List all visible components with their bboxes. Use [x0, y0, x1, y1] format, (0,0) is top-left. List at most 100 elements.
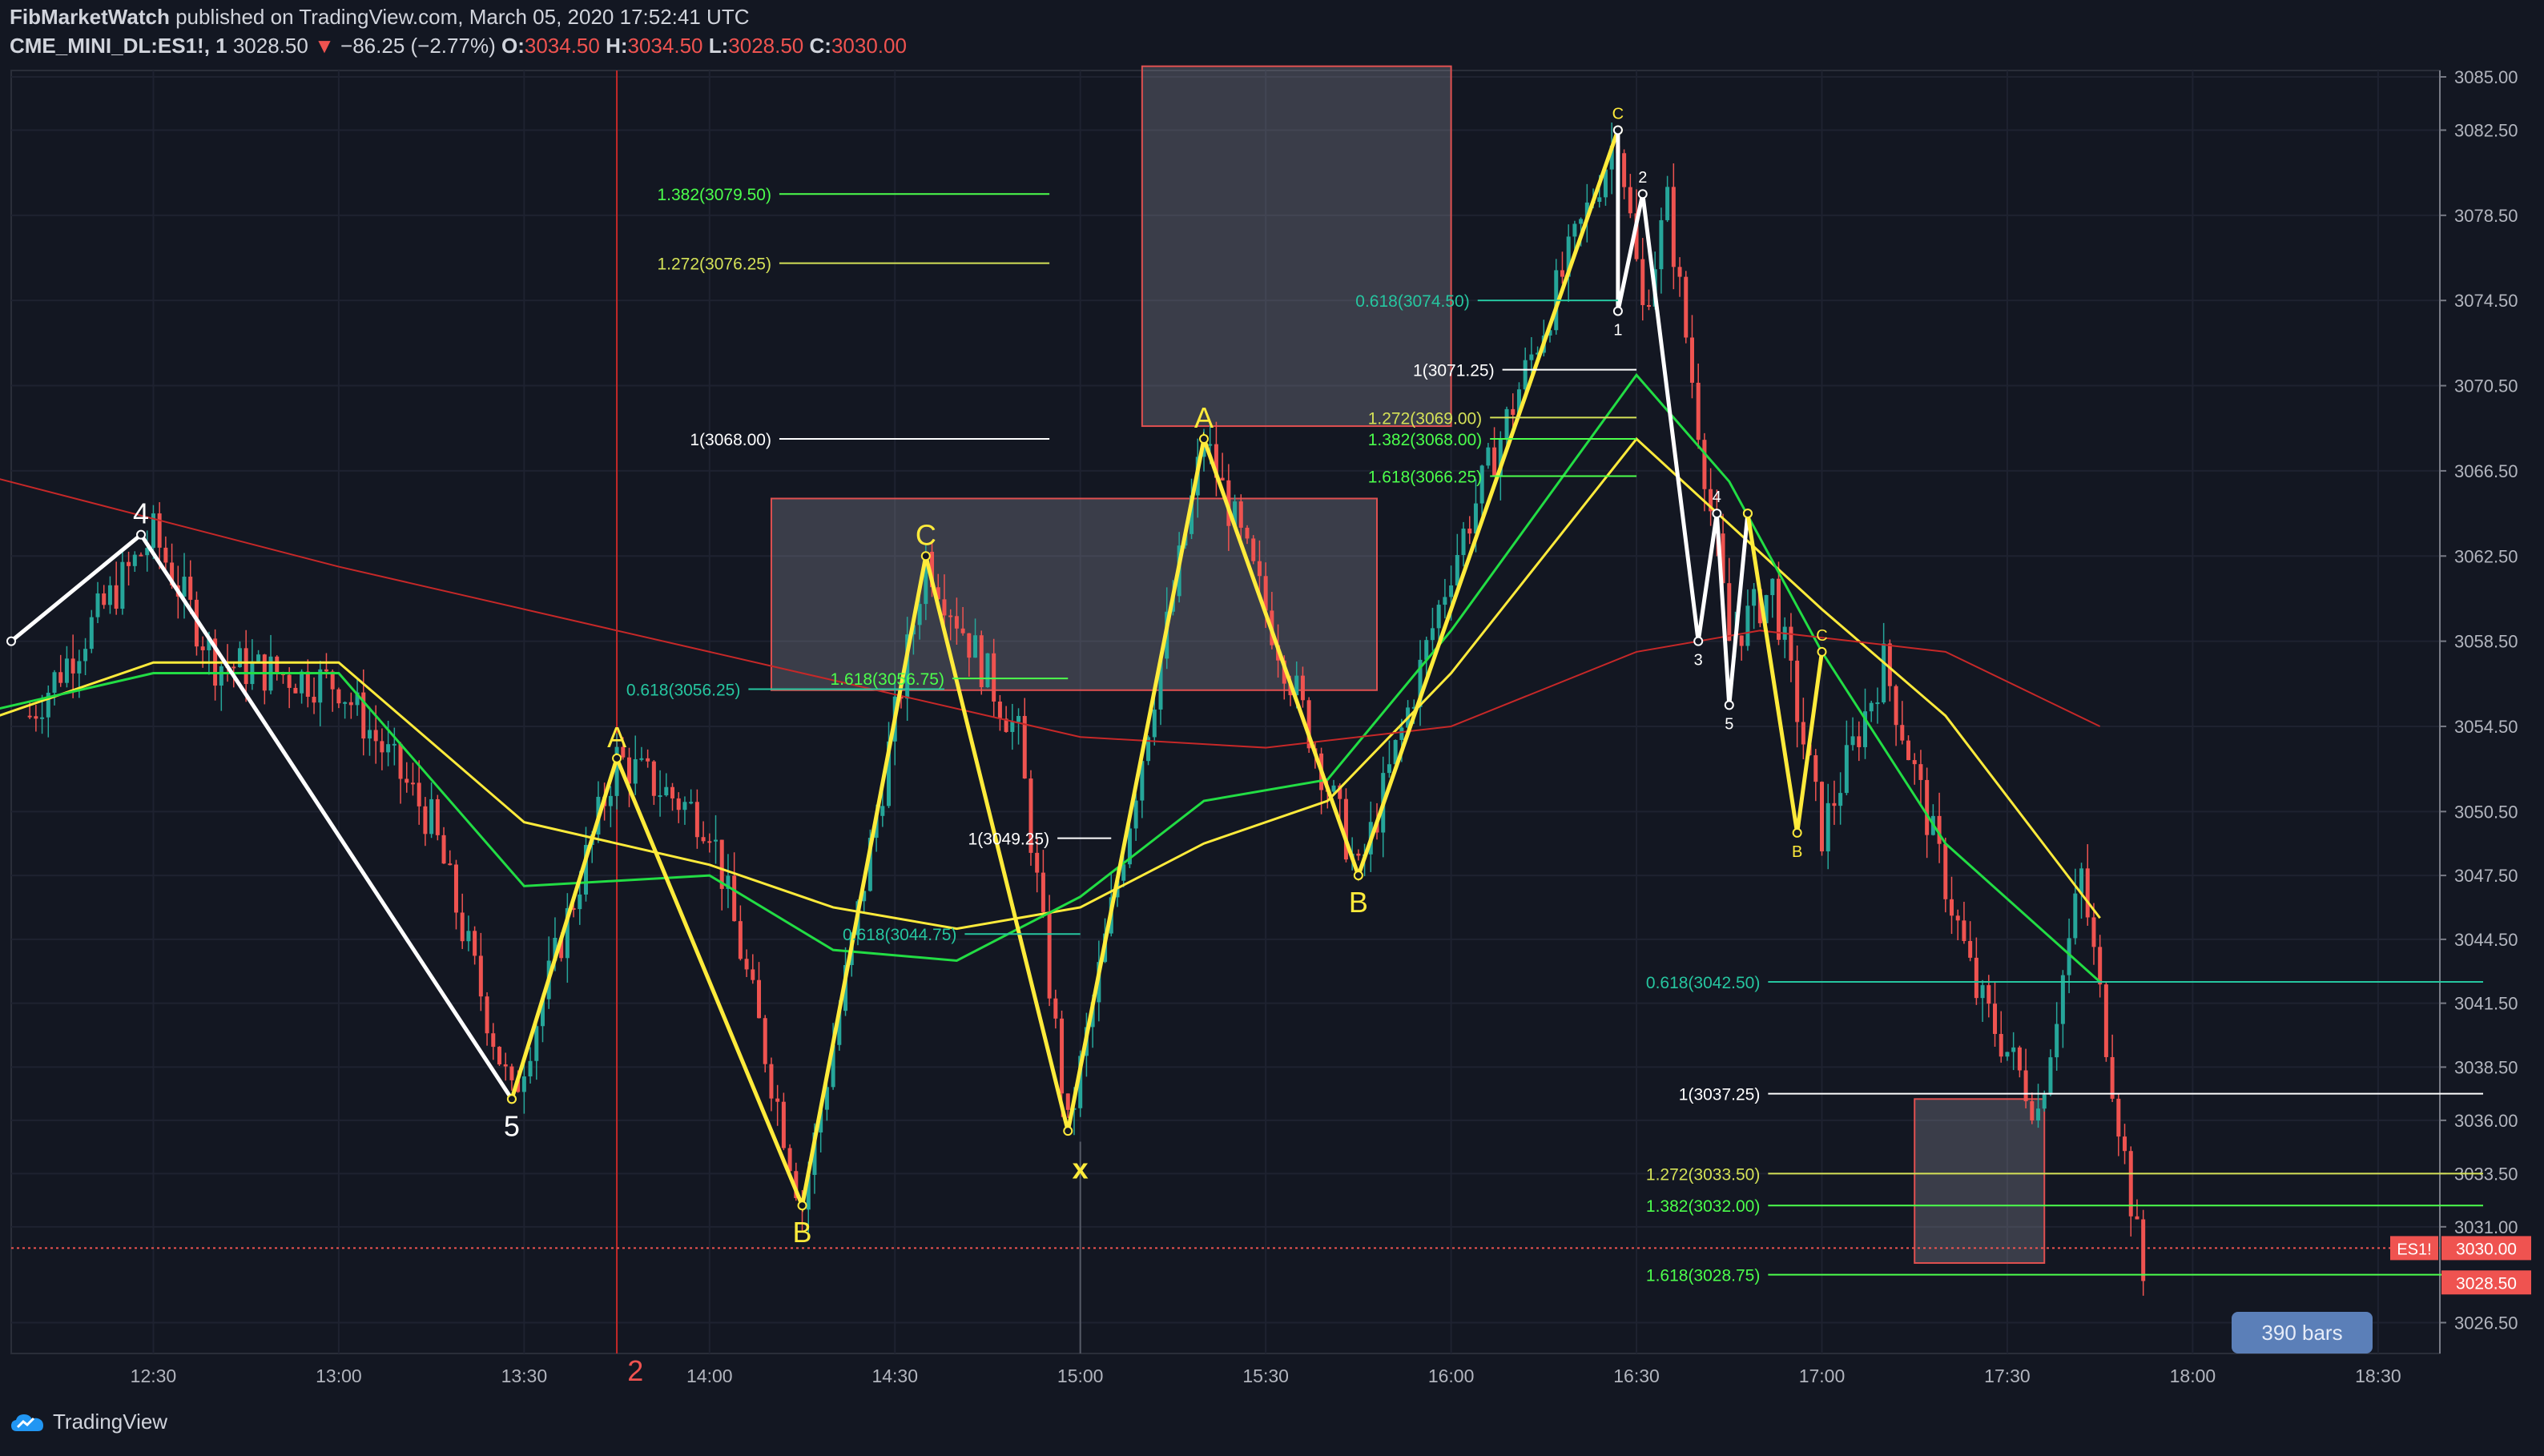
x-tick-label: 13:30 [501, 1366, 548, 1386]
candle-body [2135, 1216, 2139, 1220]
candle-body [1634, 213, 1639, 259]
candle-body [145, 548, 150, 556]
candle-body [441, 835, 446, 864]
moving-average-line [0, 372, 2101, 983]
candle-body [744, 959, 749, 970]
wave-line-yellow [509, 129, 1620, 1213]
wave-pivot [612, 753, 622, 763]
candle-body [1356, 853, 1361, 856]
wave-label: 3 [1694, 652, 1703, 670]
candle-body [1479, 465, 1484, 504]
candle-body [880, 806, 885, 816]
x-tick-label: 14:30 [871, 1366, 918, 1386]
candle-body [1603, 169, 1608, 198]
candle-body [330, 671, 335, 690]
candle-body [1819, 782, 1824, 852]
candle-body [1795, 660, 1800, 722]
x-tick-label: 18:30 [2355, 1366, 2401, 1386]
candle-body [887, 741, 892, 806]
candle-body [478, 955, 483, 997]
candle-body [1993, 1004, 1998, 1035]
candle-body [516, 1080, 521, 1092]
candle-body [300, 671, 304, 694]
fib-level-label: 1.618(3028.75) [1646, 1267, 1760, 1285]
candle-body [794, 1171, 799, 1198]
wave-pivot [506, 1094, 517, 1104]
candle-body [1739, 635, 1744, 646]
fib-level-label: 1(3071.25) [1413, 362, 1495, 380]
candle-body [2079, 868, 2084, 894]
candle-body [1146, 737, 1151, 762]
y-tick-label: 3078.50 [2454, 206, 2518, 226]
candle-body [694, 802, 699, 838]
candle-body [120, 561, 125, 609]
candle-body [775, 1098, 780, 1102]
candle-body [380, 741, 384, 753]
candle-body [559, 938, 564, 959]
candle-body [256, 654, 261, 662]
candle-body [689, 802, 694, 804]
candle-body [1825, 802, 1830, 852]
candle-body [1776, 578, 1781, 640]
candle-body [1047, 911, 1052, 999]
wave-label: 2 [1638, 169, 1647, 187]
fib-level-label: 0.618(3074.50) [1355, 292, 1469, 311]
candle-body [157, 513, 162, 548]
y-tick-label: 3082.50 [2454, 120, 2518, 140]
candle-body [1263, 576, 1268, 611]
wave-pivot [797, 1201, 807, 1211]
candle-body [1516, 389, 1521, 415]
wave-pivot [1817, 646, 1827, 657]
candle-body [1721, 533, 1725, 584]
candle-body [1257, 561, 1262, 577]
candle-body [1467, 529, 1472, 534]
candle-body [231, 666, 236, 669]
candle-body [312, 697, 316, 703]
candle-body [676, 798, 681, 810]
candle-body [207, 638, 211, 650]
candle-body [1579, 219, 1584, 224]
candle-body [1671, 187, 1676, 267]
candle-body [1974, 957, 1978, 999]
candle-body [170, 562, 175, 585]
x-tick-label: 12:30 [131, 1366, 177, 1386]
candle-body [979, 635, 984, 688]
candle-body [392, 743, 396, 746]
candle-body [578, 894, 582, 910]
candle-body [1436, 605, 1441, 629]
candle-body [485, 996, 489, 1034]
high-value: 3034.50 [627, 34, 703, 58]
tradingview-cloud-icon [11, 1414, 43, 1431]
y-tick-label: 3066.50 [2454, 461, 2518, 481]
tradingview-footer[interactable]: TradingView [10, 1410, 167, 1434]
candle-body [985, 653, 990, 688]
candle-body [1844, 745, 1849, 794]
candle-body [2036, 1108, 2041, 1121]
symbol-name[interactable]: CME_MINI_DL:ES1!, 1 [10, 34, 227, 58]
wave-pivot [1742, 509, 1753, 519]
candle-body [107, 585, 112, 605]
wave-label: C [1612, 105, 1624, 123]
candle-body [1646, 304, 1651, 307]
last-price-tag [2441, 1236, 2531, 1261]
candle-body [2091, 917, 2096, 947]
candle-body [1245, 527, 1250, 539]
symbol-tag-label: ES1! [2397, 1241, 2431, 1258]
candle-body [1572, 223, 1577, 237]
fib-level-label: 1.382(3068.00) [1368, 431, 1482, 449]
bars-count-badge[interactable]: 390 bars [2232, 1312, 2373, 1353]
fib-level-label: 1.618(3056.75) [831, 670, 944, 689]
candle-body [1906, 740, 1911, 761]
fib-level-label: 1(3068.00) [690, 431, 771, 449]
candle-body [410, 782, 415, 785]
fib-level-label: 1.272(3069.00) [1368, 409, 1482, 428]
candle-body [163, 547, 168, 563]
fib-level-label: 0.618(3044.75) [843, 926, 956, 944]
candle-body [1238, 501, 1243, 528]
wave-pivot [6, 636, 16, 646]
publisher-name[interactable]: FibMarketWatch [10, 5, 170, 29]
last-price: 3028.50 [232, 34, 308, 58]
candle-body [373, 730, 378, 742]
candle-body [497, 1047, 501, 1065]
